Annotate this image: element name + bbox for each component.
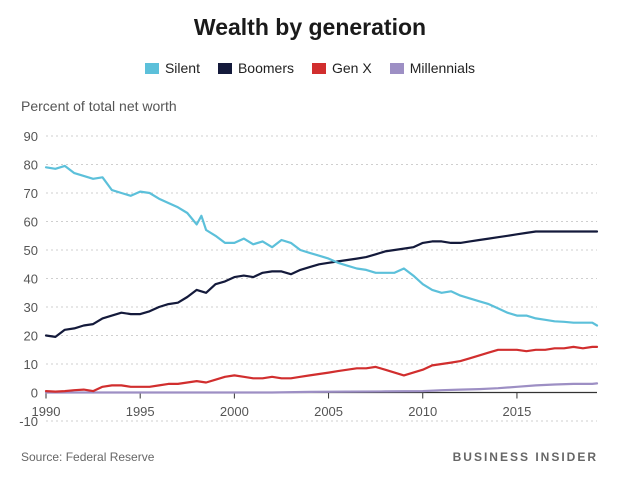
legend-label: Silent (164, 60, 200, 76)
y-tick-label: 20 (24, 329, 38, 344)
series-line-gen-x (44, 345, 599, 393)
y-axis-label: Percent of total net worth (21, 98, 177, 114)
legend-swatch (144, 62, 159, 74)
legend-item-silent: Silent (144, 60, 200, 76)
x-tick-label: 2005 (314, 404, 343, 419)
x-tick-label: 2000 (220, 404, 249, 419)
series-line-boomers (44, 230, 599, 338)
legend: Silent Boomers Gen X Millennials (0, 60, 620, 76)
y-tick-label: 70 (24, 186, 38, 201)
y-tick-label: 60 (24, 215, 38, 230)
x-tick-label: 2010 (408, 404, 437, 419)
legend-item-boomers: Boomers (217, 60, 294, 76)
legend-swatch (389, 62, 404, 74)
y-tick-label: 40 (24, 272, 38, 287)
brand-logo: BUSINESS INSIDER (452, 450, 598, 464)
y-tick-label: 90 (24, 129, 38, 144)
y-tick-label: 0 (31, 386, 38, 401)
y-tick-label: 80 (24, 158, 38, 173)
x-tick-label: 2015 (502, 404, 531, 419)
y-tick-label: 50 (24, 243, 38, 258)
x-tick-label: 1990 (32, 404, 61, 419)
legend-swatch (217, 62, 232, 74)
legend-item-gen-x: Gen X (312, 60, 372, 76)
source-note: Source: Federal Reserve (21, 450, 155, 464)
legend-label: Gen X (332, 60, 372, 76)
y-tick-label: 30 (24, 300, 38, 315)
chart-title: Wealth by generation (193, 14, 427, 40)
y-tick-label: -10 (19, 414, 38, 429)
legend-label: Boomers (237, 60, 294, 76)
x-tick-label: 1995 (126, 404, 155, 419)
legend-label: Millennials (409, 60, 476, 76)
legend-item-millennials: Millennials (389, 60, 476, 76)
series-line-millennials (44, 382, 599, 394)
y-tick-label: 10 (24, 357, 38, 372)
series-line-silent (44, 164, 599, 327)
legend-swatch (312, 62, 326, 74)
